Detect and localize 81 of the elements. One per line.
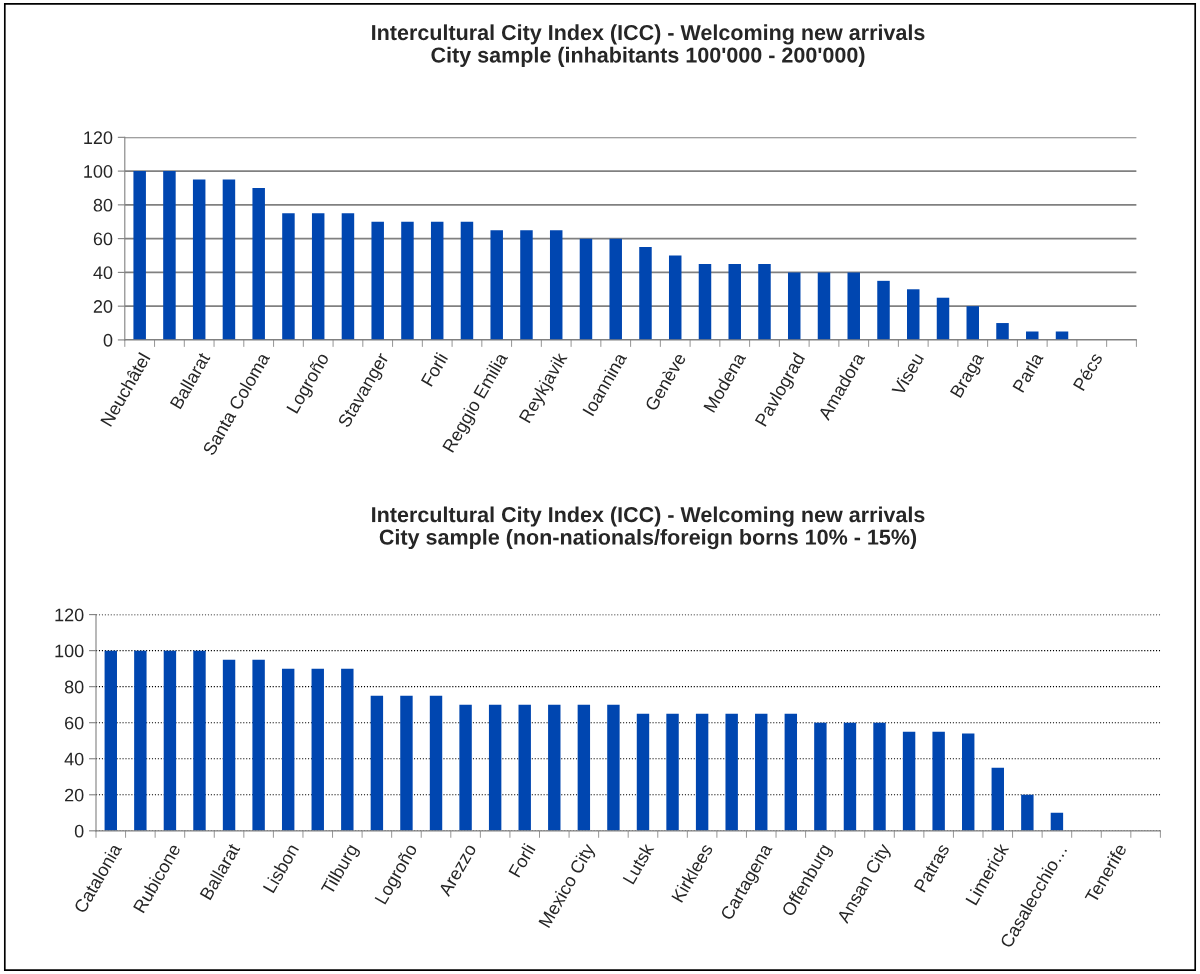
- bar: [400, 695, 413, 831]
- bar: [133, 171, 146, 340]
- bar: [907, 289, 920, 340]
- bar: [728, 263, 741, 340]
- y-tick-label: 40: [64, 752, 84, 766]
- bar: [668, 255, 682, 340]
- bar: [814, 722, 827, 831]
- bar: [401, 221, 414, 340]
- bar: [518, 704, 531, 831]
- bar: [784, 713, 798, 831]
- bar: [163, 650, 177, 831]
- bar: [252, 659, 265, 831]
- y-tick-label: 60: [65, 716, 84, 730]
- bar: [341, 213, 355, 340]
- bar: [341, 668, 354, 831]
- bar: [666, 713, 679, 831]
- bar: [460, 221, 474, 340]
- bar: [847, 272, 860, 340]
- bar: [430, 221, 444, 340]
- bar: [962, 733, 975, 831]
- y-tick-label: 120: [84, 131, 113, 145]
- bar: [193, 650, 206, 831]
- bar: [548, 704, 561, 831]
- y-tick-label: 0: [74, 824, 84, 838]
- y-tick-label: 0: [103, 333, 113, 347]
- bar: [282, 213, 295, 340]
- bar: [636, 713, 650, 831]
- y-tick-label: 60: [93, 232, 113, 246]
- bar: [579, 238, 593, 340]
- y-tick-label: 40: [93, 266, 113, 280]
- bar: [609, 238, 622, 340]
- bar: [520, 230, 533, 340]
- chart-title: Intercultural City Index (ICC) - Welcoming new arrivals City sample (inhabitants 100'000 - 200'000): [372, 24, 925, 67]
- bar: [459, 704, 472, 831]
- bar: [577, 704, 591, 831]
- bar: [695, 713, 709, 831]
- bar: [222, 659, 236, 831]
- bar: [932, 731, 945, 831]
- bar: [311, 213, 325, 340]
- y-tick-label: 120: [55, 608, 84, 622]
- bar: [1021, 794, 1034, 831]
- y-tick-label: 100: [55, 644, 84, 658]
- bar: [1050, 812, 1064, 831]
- bar: [725, 713, 738, 831]
- bar: [639, 247, 652, 340]
- bar: [429, 695, 443, 831]
- bar: [902, 731, 916, 831]
- y-tick-label: 100: [84, 165, 113, 178]
- bar: [370, 695, 384, 831]
- bar: [134, 650, 147, 831]
- bar: [1055, 331, 1069, 340]
- bar: [252, 187, 265, 340]
- bar: [163, 171, 176, 340]
- bar: [966, 306, 980, 340]
- y-tick-label: 80: [64, 680, 84, 694]
- bar: [371, 221, 384, 340]
- bar: [758, 263, 771, 340]
- bar: [607, 704, 620, 831]
- bar: [996, 323, 1009, 340]
- bar: [843, 722, 857, 831]
- bar: [192, 179, 206, 340]
- bar: [311, 668, 324, 831]
- chart-title: Intercultural City Index (ICC) - Welcoming new arrivals City sample (non-nationals/foreign borns 10% - 15%): [372, 506, 925, 550]
- y-tick-label: 20: [93, 300, 113, 313]
- bar: [787, 272, 801, 340]
- bar: [873, 722, 886, 831]
- bar: [698, 263, 712, 340]
- y-tick-label: 20: [65, 788, 84, 802]
- bar: [281, 668, 295, 831]
- bar: [104, 650, 117, 831]
- bar: [991, 767, 1004, 831]
- bar: [755, 713, 768, 831]
- bar: [936, 297, 950, 340]
- bar: [490, 230, 503, 340]
- bar: [877, 280, 890, 340]
- y-tick-label: 80: [93, 198, 113, 212]
- bar: [549, 230, 563, 340]
- bar: [817, 272, 831, 340]
- bar: [1026, 331, 1039, 340]
- bar: [488, 704, 502, 831]
- bar: [222, 179, 236, 340]
